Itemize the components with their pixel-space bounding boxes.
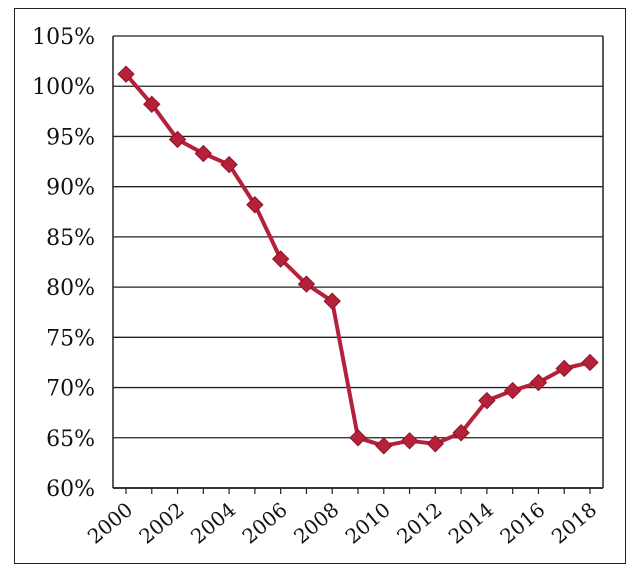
- data-point: [168, 130, 187, 149]
- y-tick-label: 70%: [46, 377, 95, 402]
- data-point: [220, 155, 238, 174]
- data-point: [297, 275, 316, 293]
- x-tick-label: 2014: [444, 497, 498, 548]
- y-tick-label: 65%: [46, 427, 95, 452]
- x-tick-label: 2004: [186, 497, 240, 548]
- x-tick-label: 2000: [83, 497, 137, 548]
- data-point: [529, 373, 548, 392]
- chart-frame: [14, 8, 626, 564]
- x-tick-label: 2012: [392, 497, 446, 548]
- data-point: [452, 424, 470, 442]
- data-point: [349, 429, 367, 447]
- y-tick-label: 75%: [46, 326, 95, 351]
- grid-lines: [113, 35, 603, 489]
- x-tick-label: 2010: [341, 497, 395, 548]
- data-point: [400, 432, 419, 450]
- data-point: [323, 292, 341, 310]
- y-tick-label: 60%: [46, 477, 95, 502]
- axes: [112, 36, 604, 494]
- y-tick-label: 95%: [46, 125, 95, 150]
- y-tick-label: 90%: [46, 176, 95, 201]
- data-point: [117, 65, 135, 83]
- data-point: [478, 391, 496, 410]
- data-point: [246, 196, 264, 214]
- data-point: [581, 353, 599, 372]
- data-point: [194, 144, 213, 163]
- data-point: [426, 435, 445, 453]
- x-tick-label: 2006: [237, 497, 291, 548]
- y-tick-label: 85%: [46, 226, 95, 251]
- x-tick-label: 2008: [289, 497, 343, 548]
- data-point: [271, 250, 290, 268]
- data-point: [503, 381, 522, 400]
- y-tick-label: 80%: [46, 276, 95, 301]
- x-tick-label: 2016: [495, 497, 549, 548]
- x-tick-label: 2002: [134, 497, 188, 548]
- data-point: [555, 359, 573, 378]
- x-tick-label: 2018: [547, 497, 601, 548]
- y-tick-label: 100%: [32, 75, 95, 100]
- data-markers: [117, 65, 599, 455]
- y-tick-label: 105%: [32, 25, 95, 50]
- data-point: [143, 95, 161, 114]
- data-point: [375, 437, 393, 455]
- y-tick-labels: 60% 65% 70% 75% 80% 85% 90% 95% 100% 105%: [32, 25, 95, 502]
